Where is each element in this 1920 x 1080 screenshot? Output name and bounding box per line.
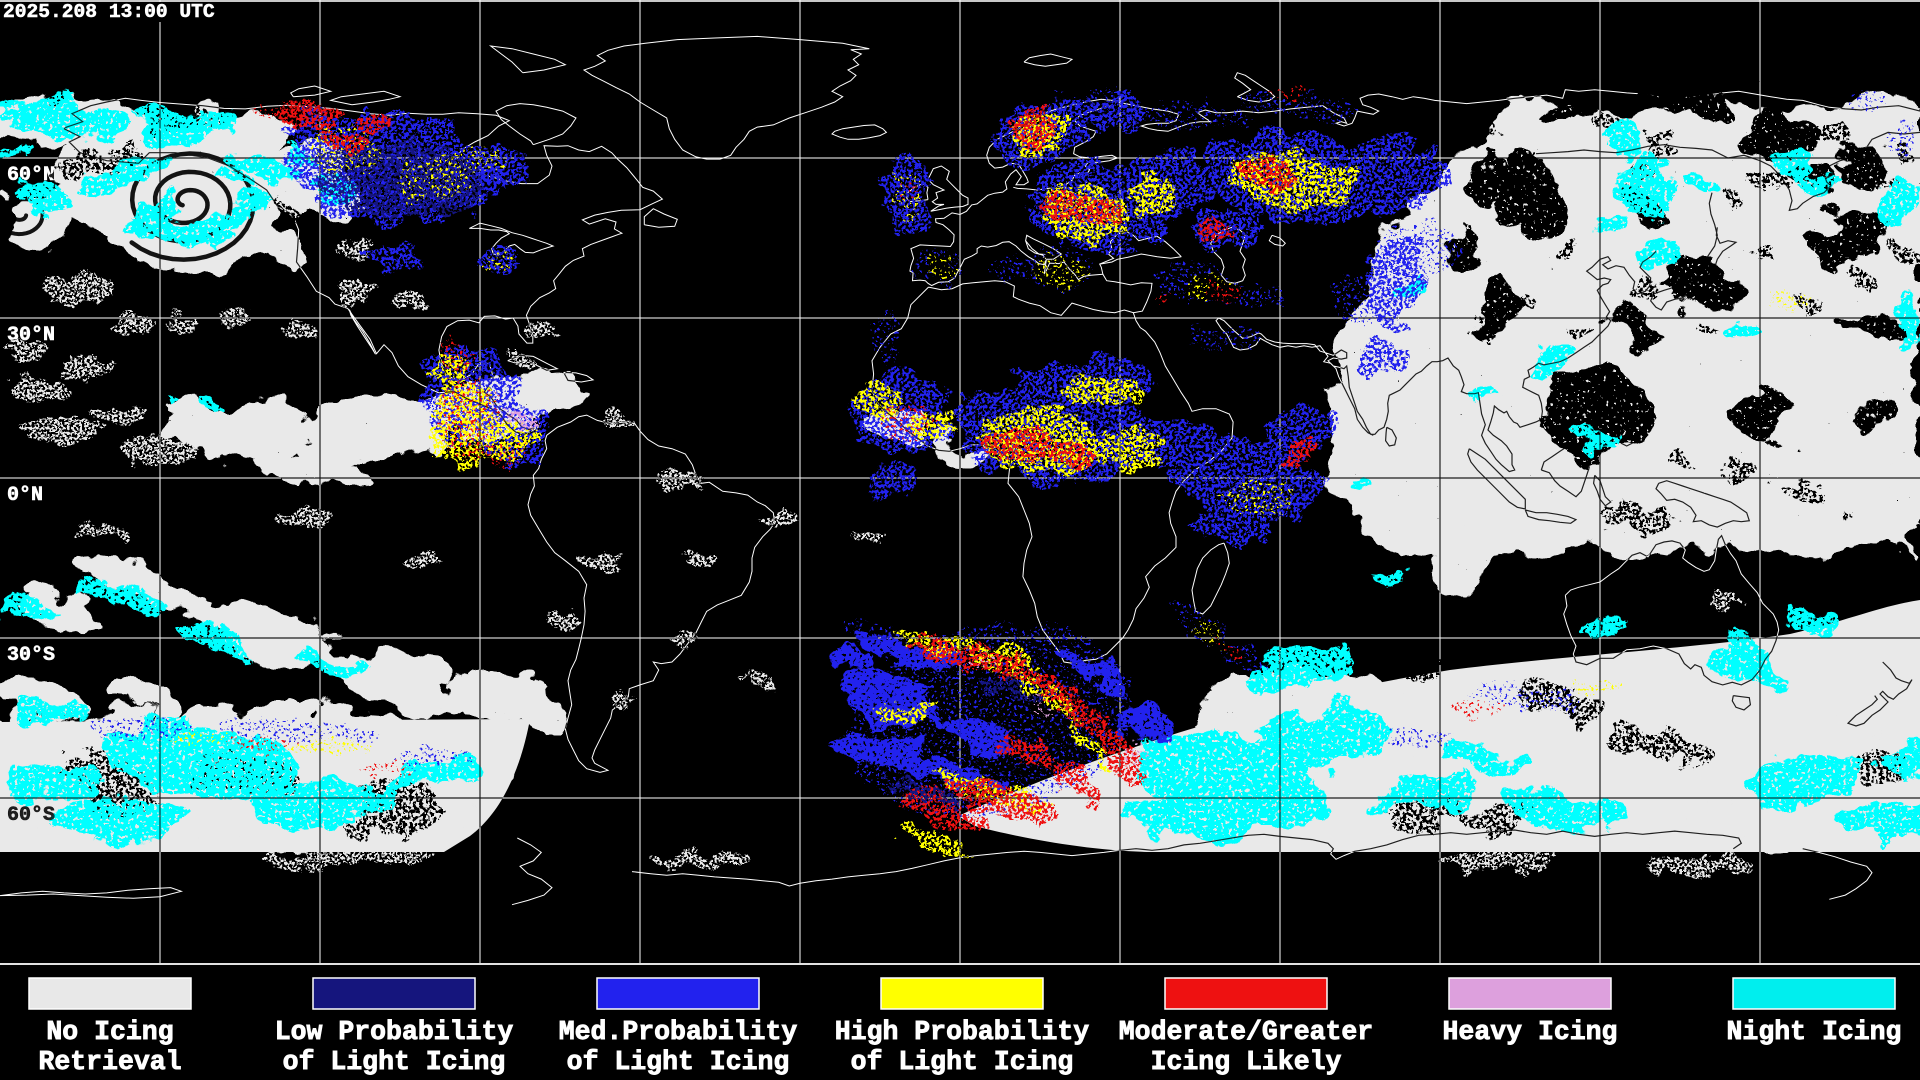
svg-text:0°N: 0°N bbox=[7, 484, 43, 507]
svg-text:0°N: 0°N bbox=[7, 484, 43, 507]
svg-text:30°S: 30°S bbox=[7, 644, 55, 667]
svg-text:High Probability: High Probability bbox=[835, 1017, 1090, 1047]
svg-text:of Light Icing: of Light Icing bbox=[283, 1047, 506, 1077]
svg-text:Moderate/Greater: Moderate/Greater bbox=[1119, 1017, 1373, 1047]
svg-text:2025.208 13:00 UTC: 2025.208 13:00 UTC bbox=[3, 1, 215, 23]
svg-text:60°S: 60°S bbox=[7, 804, 55, 827]
svg-text:60°N: 60°N bbox=[7, 164, 55, 187]
svg-text:No Icing: No Icing bbox=[46, 1017, 173, 1047]
svg-text:Heavy Icing: Heavy Icing bbox=[1443, 1017, 1618, 1047]
svg-text:Med.Probability: Med.Probability bbox=[559, 1017, 798, 1047]
svg-text:of Light Icing: of Light Icing bbox=[851, 1047, 1074, 1077]
svg-text:30°S: 30°S bbox=[7, 644, 55, 667]
svg-text:Retrieval: Retrieval bbox=[38, 1047, 181, 1077]
svg-text:Icing Likely: Icing Likely bbox=[1151, 1047, 1342, 1077]
svg-text:60°N: 60°N bbox=[7, 164, 55, 187]
svg-text:Night Icing: Night Icing bbox=[1727, 1017, 1902, 1047]
svg-text:30°N: 30°N bbox=[7, 324, 55, 347]
svg-text:Low Probability: Low Probability bbox=[275, 1017, 514, 1047]
svg-text:of Light Icing: of Light Icing bbox=[567, 1047, 790, 1077]
